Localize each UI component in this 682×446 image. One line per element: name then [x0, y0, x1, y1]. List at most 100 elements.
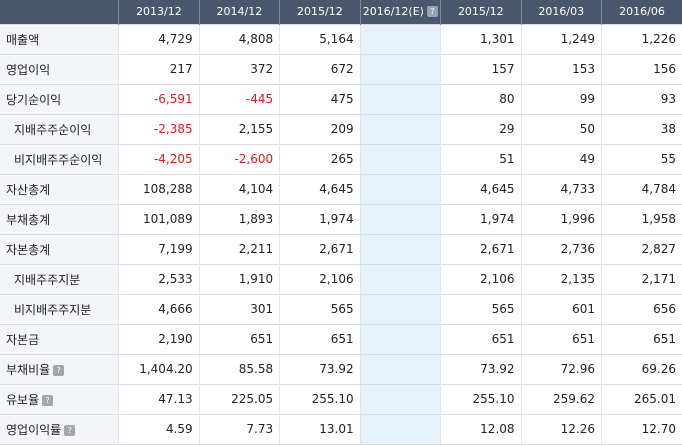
value-cell: 12.26 [520, 413, 602, 445]
value-cell: 7,199 [118, 233, 200, 264]
value-cell: 7.73 [198, 413, 280, 445]
estimate-cell [359, 383, 441, 414]
value-cell: 2,671 [279, 233, 361, 264]
value-cell: -4,205 [118, 143, 200, 174]
value-cell: 85.58 [198, 353, 280, 384]
column-header-label: 2014/12 [216, 5, 263, 19]
value-cell: 80 [440, 83, 522, 114]
column-header: 2016/06 [601, 0, 682, 24]
value-cell: 475 [279, 83, 361, 114]
value-cell: 651 [601, 323, 682, 354]
row-label-text: 영업이익 [6, 62, 51, 77]
table-row: 지배주주순이익 -2,385 2,155 209 29 50 38 [0, 113, 682, 144]
estimate-cell [359, 413, 441, 445]
header-row: 2013/12 2014/12 2015/12 2016/12(E)? 2015… [0, 0, 682, 24]
column-header-label: 2016/06 [619, 5, 665, 19]
value-cell: 157 [440, 53, 522, 84]
value-cell: 4,645 [279, 173, 361, 204]
row-label: 매출액 [0, 23, 119, 54]
value-cell: 4,666 [118, 293, 200, 324]
value-cell: 2,106 [440, 263, 522, 294]
column-header-label: 2016/12(E) [362, 5, 424, 19]
estimate-cell [359, 143, 441, 174]
row-label: 자산총계 [0, 173, 119, 204]
column-header-estimate: 2016/12(E)? [359, 0, 441, 24]
value-cell: -2,385 [118, 113, 200, 144]
value-cell: 255.10 [440, 383, 522, 414]
value-cell: 29 [440, 113, 522, 144]
table-row: 자산총계 108,288 4,104 4,645 4,645 4,733 4,784 [0, 173, 682, 204]
value-cell: 4,784 [601, 173, 682, 204]
value-cell: 1,996 [520, 203, 602, 234]
value-cell: 259.62 [520, 383, 602, 414]
value-cell: 55 [601, 143, 682, 174]
value-cell: 1,301 [440, 23, 522, 54]
value-cell: -445 [198, 83, 280, 114]
row-label: 영업이익률? [0, 413, 119, 445]
row-label-text: 자본총계 [6, 242, 51, 257]
value-cell: 2,827 [601, 233, 682, 264]
value-cell: 101,089 [118, 203, 200, 234]
value-cell: 12.70 [601, 413, 682, 445]
row-label: 지배주주순이익 [0, 113, 119, 144]
table-row: 유보율? 47.13 225.05 255.10 255.10 259.62 265.01 [0, 383, 682, 414]
value-cell: 2,211 [198, 233, 280, 264]
help-icon[interactable]: ? [42, 394, 54, 406]
value-cell: 1,958 [601, 203, 682, 234]
row-label: 비지배주주순이익 [0, 143, 119, 174]
value-cell: 1,404.20 [118, 353, 200, 384]
table-row: 자본금 2,190 651 651 651 651 651 [0, 323, 682, 354]
row-label: 부채총계 [0, 203, 119, 234]
value-cell: 1,226 [601, 23, 682, 54]
value-cell: 651 [440, 323, 522, 354]
column-header: 2016/03 [520, 0, 602, 24]
table-row: 당기순이익 -6,591 -445 475 80 99 93 [0, 83, 682, 114]
table-row: 영업이익률? 4.59 7.73 13.01 12.08 12.26 12.70 [0, 413, 682, 445]
value-cell: 217 [118, 53, 200, 84]
value-cell: 73.92 [279, 353, 361, 384]
column-header-label: 2013/12 [136, 5, 182, 19]
estimate-cell [359, 83, 441, 114]
value-cell: 51 [440, 143, 522, 174]
row-label-text: 부채비율 [6, 362, 51, 377]
row-label: 자본금 [0, 323, 119, 354]
table-row: 영업이익 217 372 672 157 153 156 [0, 53, 682, 84]
table-row: 부채비율? 1,404.20 85.58 73.92 73.92 72.96 69.26 [0, 353, 682, 384]
table-row: 매출액 4,729 4,808 5,164 1,301 1,249 1,226 [0, 23, 682, 54]
value-cell: 47.13 [118, 383, 200, 414]
value-cell: 4,645 [440, 173, 522, 204]
row-label-text: 자산총계 [6, 182, 51, 197]
row-label-text: 비지배주주순이익 [14, 152, 103, 167]
value-cell: 601 [520, 293, 602, 324]
row-label: 자본총계 [0, 233, 119, 264]
column-header-label: 2015/12 [297, 5, 343, 19]
row-label: 당기순이익 [0, 83, 119, 114]
help-icon[interactable]: ? [426, 6, 438, 18]
estimate-cell [359, 173, 441, 204]
row-label: 비지배주주지분 [0, 293, 119, 324]
value-cell: 153 [520, 53, 602, 84]
value-cell: 225.05 [198, 383, 280, 414]
estimate-cell [359, 293, 441, 324]
row-label-text: 자본금 [6, 332, 40, 347]
estimate-cell [359, 263, 441, 294]
value-cell: 69.26 [601, 353, 682, 384]
help-icon[interactable]: ? [53, 364, 65, 376]
column-header: 2014/12 [198, 0, 280, 24]
value-cell: 156 [601, 53, 682, 84]
value-cell: 651 [520, 323, 602, 354]
table-row: 부채총계 101,089 1,893 1,974 1,974 1,996 1,958 [0, 203, 682, 234]
help-icon[interactable]: ? [64, 424, 76, 436]
value-cell: 301 [198, 293, 280, 324]
value-cell: 2,171 [601, 263, 682, 294]
value-cell: 2,155 [198, 113, 280, 144]
row-label-text: 매출액 [6, 32, 40, 47]
row-label-text: 지배주주지분 [14, 272, 81, 287]
row-label-text: 영업이익률 [6, 422, 62, 437]
value-cell: 2,533 [118, 263, 200, 294]
value-cell: 651 [198, 323, 280, 354]
table-row: 비지배주주지분 4,666 301 565 565 601 656 [0, 293, 682, 324]
value-cell: 1,893 [198, 203, 280, 234]
estimate-cell [359, 23, 441, 54]
